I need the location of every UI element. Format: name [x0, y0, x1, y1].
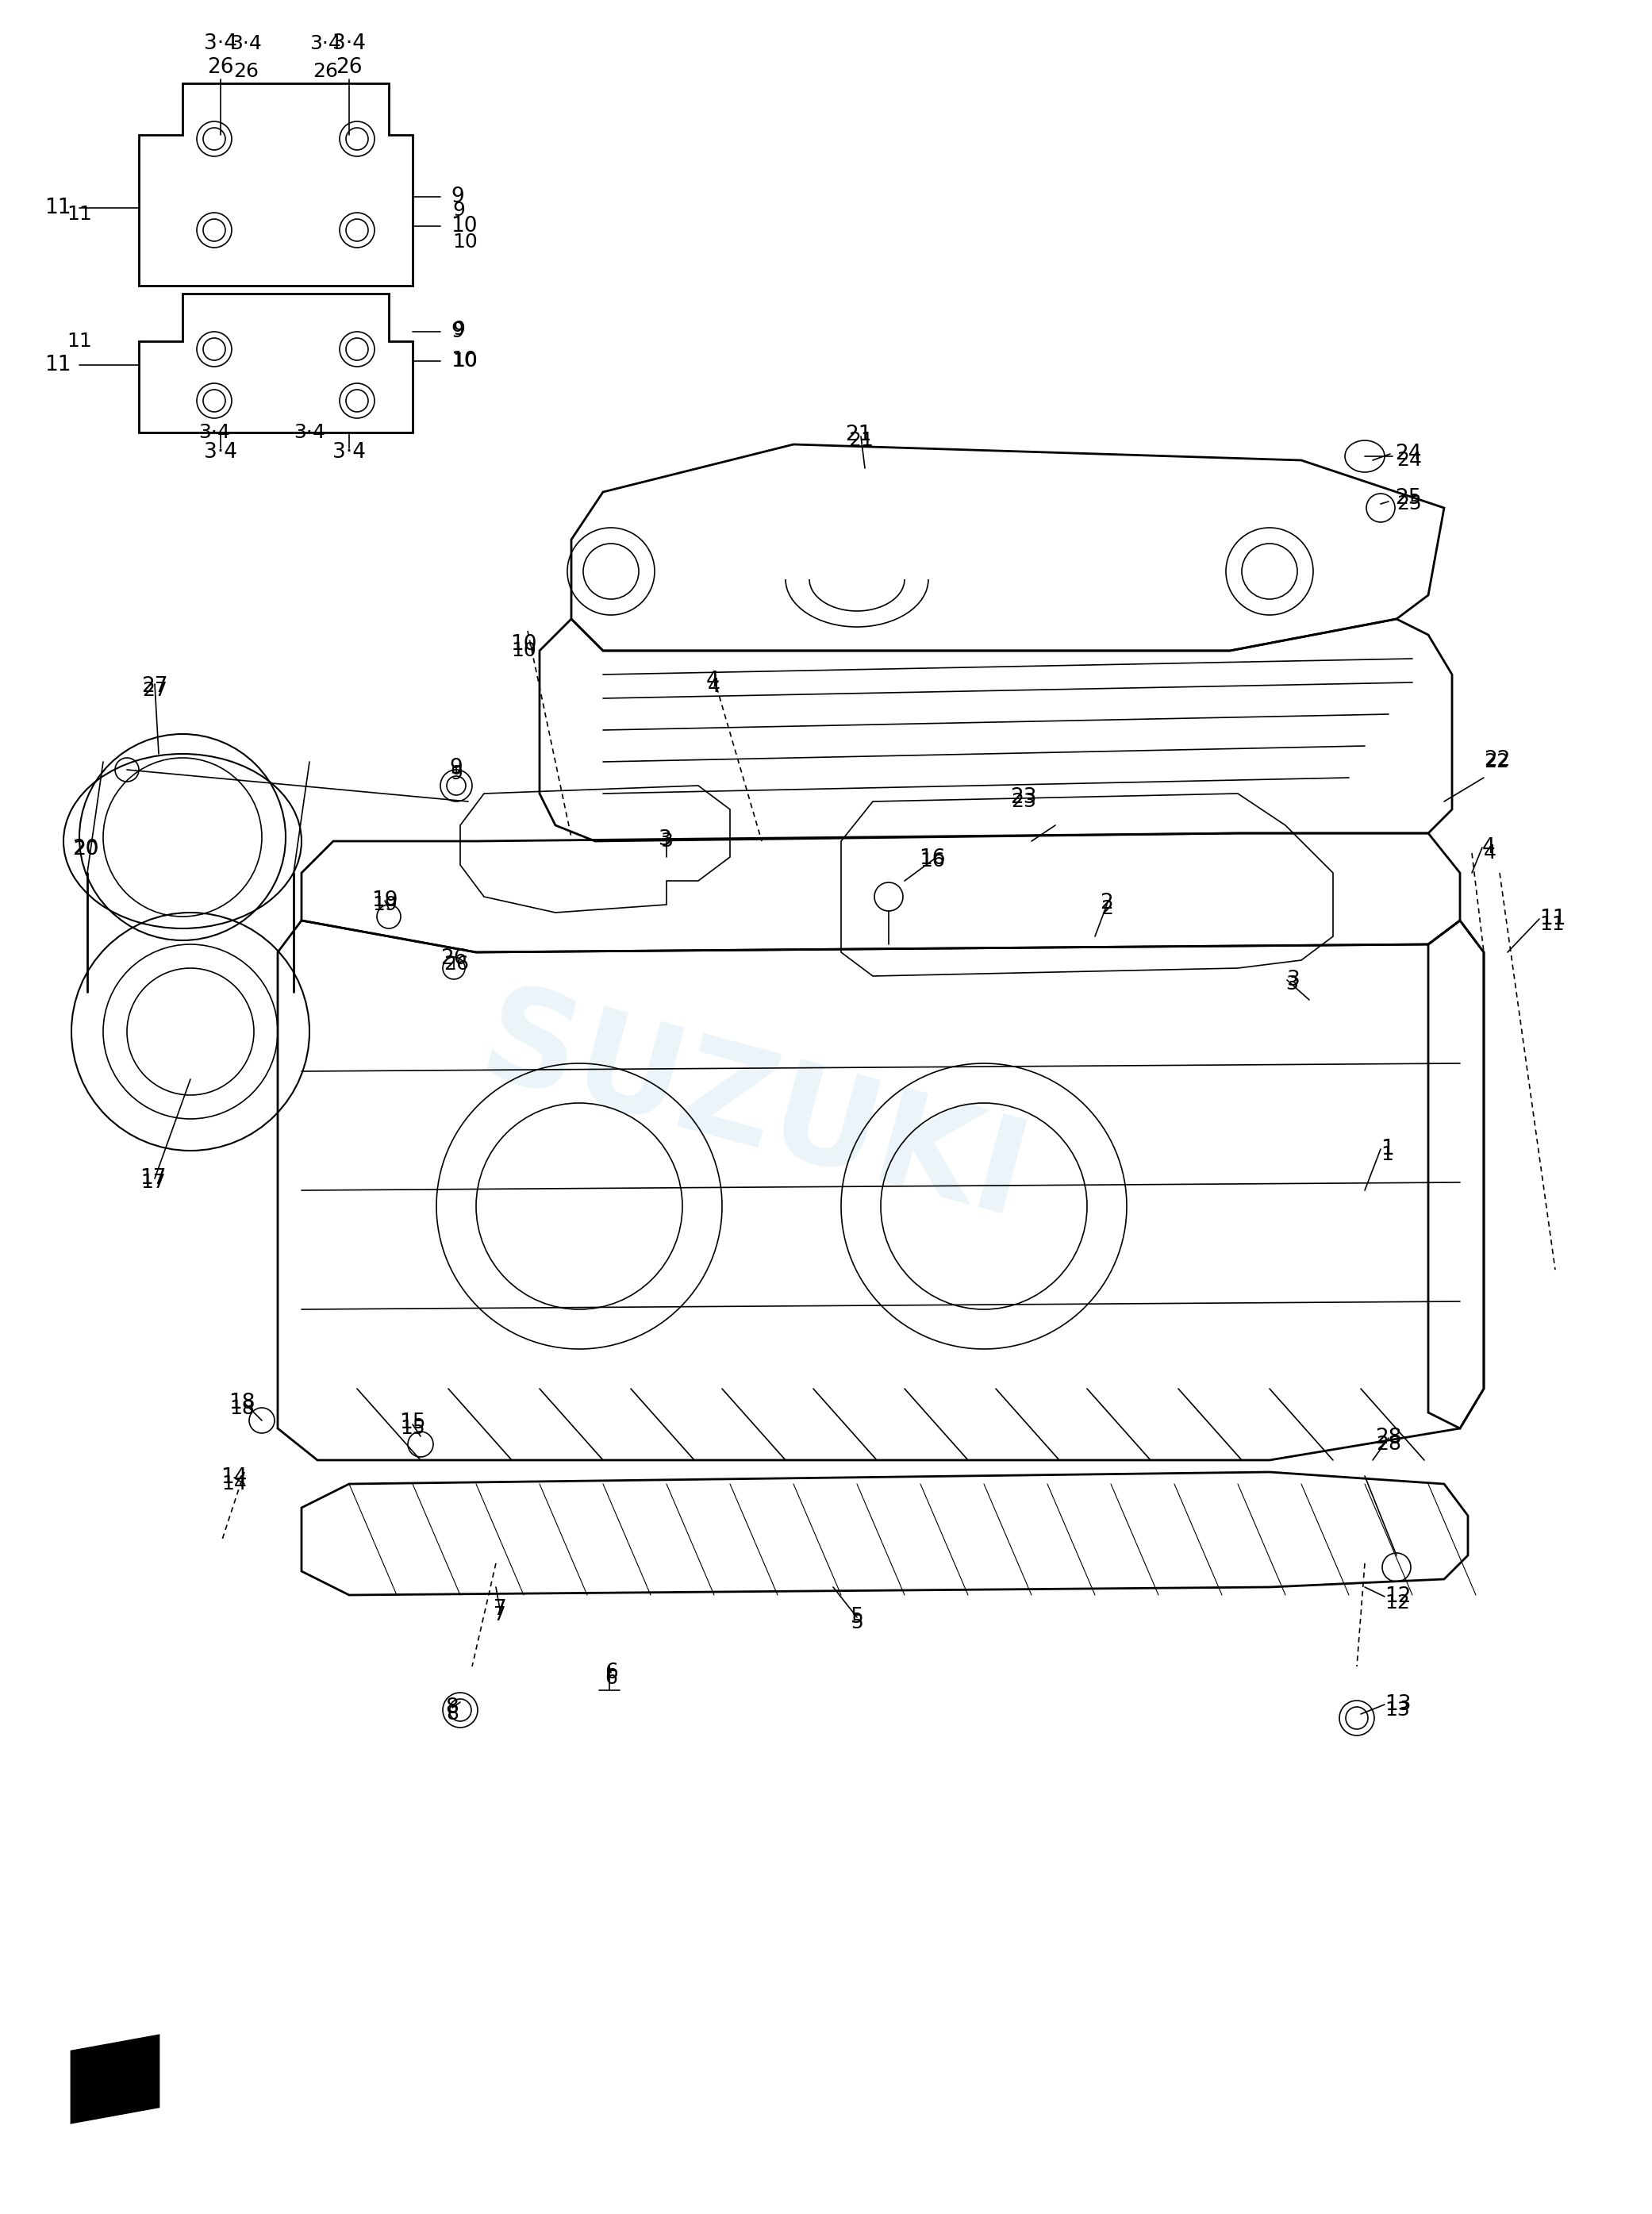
Text: 11: 11 — [1540, 908, 1566, 930]
Text: 20: 20 — [73, 839, 99, 859]
Text: 3: 3 — [657, 830, 672, 850]
Text: 5: 5 — [851, 1607, 864, 1627]
Text: 25: 25 — [1396, 494, 1422, 514]
Text: 15: 15 — [400, 1419, 425, 1437]
Text: 8: 8 — [446, 1705, 459, 1722]
Text: 24: 24 — [1396, 452, 1422, 469]
Text: 27: 27 — [142, 675, 169, 697]
Text: 3·4: 3·4 — [203, 443, 238, 463]
Text: 10: 10 — [510, 633, 537, 655]
Text: 5: 5 — [851, 1614, 864, 1632]
Text: 9: 9 — [453, 201, 464, 219]
Text: 23: 23 — [1011, 793, 1036, 810]
Text: SUZUKI: SUZUKI — [468, 976, 1039, 1246]
Text: 3·4: 3·4 — [203, 33, 238, 53]
Text: 3·4: 3·4 — [198, 423, 230, 443]
Text: 3·4: 3·4 — [332, 33, 365, 53]
Text: 18: 18 — [230, 1399, 254, 1419]
Text: 20: 20 — [73, 839, 99, 859]
Text: 19: 19 — [372, 894, 398, 914]
Text: 12: 12 — [1384, 1594, 1409, 1612]
Text: 22: 22 — [1483, 753, 1510, 770]
Text: 14: 14 — [221, 1468, 248, 1488]
Text: 9: 9 — [449, 764, 463, 784]
Text: 15: 15 — [400, 1413, 426, 1432]
Text: 4: 4 — [1482, 837, 1495, 857]
Text: 26: 26 — [441, 948, 468, 970]
Text: 1: 1 — [1381, 1138, 1394, 1160]
Text: 17: 17 — [140, 1173, 165, 1191]
Text: 26: 26 — [443, 954, 469, 974]
Text: 26: 26 — [233, 62, 259, 82]
Text: 18: 18 — [228, 1393, 256, 1413]
Text: 13: 13 — [1384, 1700, 1409, 1720]
Text: 11: 11 — [1540, 914, 1564, 934]
Text: 14: 14 — [221, 1475, 246, 1494]
Text: 6: 6 — [605, 1669, 618, 1687]
Text: 26: 26 — [312, 62, 339, 82]
Text: 3: 3 — [1287, 970, 1300, 990]
Text: 9: 9 — [451, 321, 464, 341]
Text: 9: 9 — [449, 757, 463, 779]
Text: 1: 1 — [1381, 1145, 1393, 1165]
Text: 6: 6 — [605, 1663, 618, 1683]
Text: 9: 9 — [453, 319, 464, 339]
Text: 11: 11 — [66, 332, 93, 350]
Text: 7: 7 — [494, 1599, 507, 1621]
Text: 12: 12 — [1384, 1585, 1411, 1607]
Text: 16: 16 — [919, 848, 945, 868]
Text: 3·4: 3·4 — [309, 33, 342, 53]
Text: FWD: FWD — [84, 2068, 147, 2090]
Text: 4: 4 — [707, 677, 720, 695]
Text: 11: 11 — [45, 197, 71, 219]
Text: 8: 8 — [446, 1698, 459, 1718]
Text: 21: 21 — [846, 425, 872, 445]
Text: 21: 21 — [847, 432, 874, 449]
Text: 2: 2 — [1100, 899, 1113, 919]
Text: 3: 3 — [1285, 974, 1298, 994]
Text: 23: 23 — [1011, 788, 1037, 808]
Text: 22: 22 — [1483, 751, 1510, 770]
Text: 26: 26 — [335, 58, 362, 77]
Text: 3·4: 3·4 — [294, 423, 325, 443]
Text: 9: 9 — [451, 186, 464, 208]
Text: 10: 10 — [510, 642, 537, 660]
Text: 3·4: 3·4 — [332, 443, 365, 463]
Text: 4: 4 — [705, 671, 719, 691]
Text: 28: 28 — [1376, 1435, 1401, 1455]
Text: 25: 25 — [1394, 487, 1421, 509]
Polygon shape — [71, 2035, 159, 2123]
Text: 27: 27 — [142, 682, 167, 700]
Text: 10: 10 — [453, 232, 477, 252]
Text: 7: 7 — [494, 1605, 506, 1625]
Text: 2: 2 — [1100, 892, 1113, 914]
Text: 17: 17 — [140, 1169, 167, 1189]
Text: 4: 4 — [1483, 844, 1497, 863]
Text: 11: 11 — [66, 204, 93, 224]
Text: 19: 19 — [372, 890, 398, 910]
Text: 10: 10 — [451, 215, 477, 237]
Text: 3: 3 — [661, 832, 672, 850]
Text: 26: 26 — [206, 58, 235, 77]
Text: 24: 24 — [1394, 443, 1421, 465]
Text: 28: 28 — [1374, 1428, 1403, 1448]
Text: 13: 13 — [1384, 1694, 1411, 1716]
Text: 10: 10 — [451, 350, 477, 372]
Text: 10: 10 — [453, 352, 477, 370]
Text: 3·4: 3·4 — [230, 33, 261, 53]
Text: 11: 11 — [45, 354, 71, 376]
Text: 16: 16 — [920, 852, 945, 870]
